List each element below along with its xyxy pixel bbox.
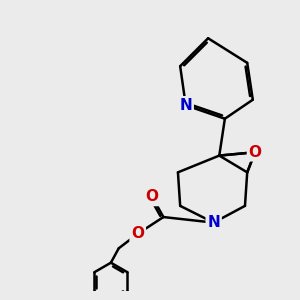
Text: O: O	[146, 189, 159, 204]
Text: O: O	[131, 226, 144, 241]
Text: N: N	[179, 98, 192, 113]
Text: O: O	[248, 145, 262, 160]
Text: N: N	[207, 215, 220, 230]
